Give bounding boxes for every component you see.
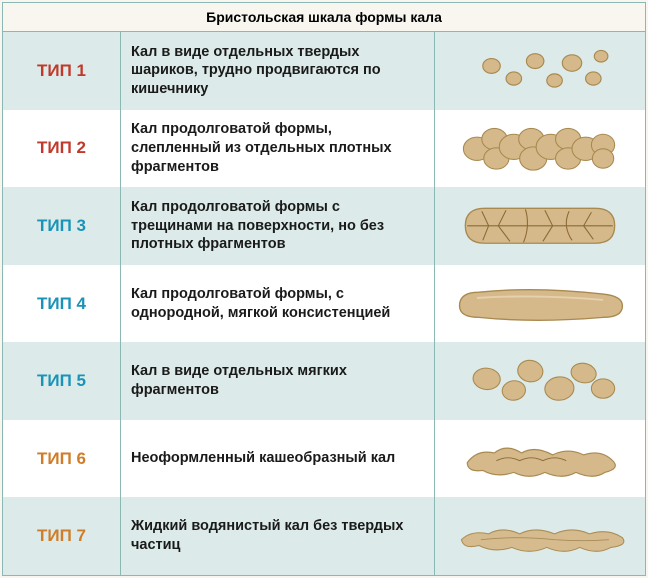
type-row: ТИП 6Неоформленный кашеобразный кал <box>3 420 645 498</box>
type-illustration <box>435 187 645 265</box>
type-illustration <box>435 265 645 343</box>
type-description: Жидкий водянистый кал без твердых частиц <box>121 497 435 575</box>
type-illustration <box>435 497 645 575</box>
type-description: Кал продолговатой формы с трещинами на п… <box>121 187 435 265</box>
chart-title: Бристольская шкала формы кала <box>3 3 645 32</box>
type-description: Кал продолговатой формы, с однородной, м… <box>121 265 435 343</box>
type-label: ТИП 5 <box>3 342 121 420</box>
type-illustration <box>435 110 645 188</box>
type-illustration <box>435 342 645 420</box>
type-illustration <box>435 420 645 498</box>
type-label: ТИП 4 <box>3 265 121 343</box>
type-description: Неоформленный кашеобразный кал <box>121 420 435 498</box>
type-row: ТИП 2Кал продолговатой формы, слепленный… <box>3 110 645 188</box>
type-label: ТИП 7 <box>3 497 121 575</box>
type-row: ТИП 5Кал в виде отдельных мягких фрагмен… <box>3 342 645 420</box>
type-illustration <box>435 32 645 110</box>
type-description: Кал в виде отдельных твердых шариков, тр… <box>121 32 435 110</box>
type-description: Кал продолговатой формы, слепленный из о… <box>121 110 435 188</box>
type-label: ТИП 3 <box>3 187 121 265</box>
type-label: ТИП 1 <box>3 32 121 110</box>
type-label: ТИП 2 <box>3 110 121 188</box>
type-label: ТИП 6 <box>3 420 121 498</box>
type-row: ТИП 3Кал продолговатой формы с трещинами… <box>3 187 645 265</box>
type-description: Кал в виде отдельных мягких фрагментов <box>121 342 435 420</box>
type-row: ТИП 7Жидкий водянистый кал без твердых ч… <box>3 497 645 575</box>
type-row: ТИП 1Кал в виде отдельных твердых шарико… <box>3 32 645 110</box>
type-row: ТИП 4Кал продолговатой формы, с однородн… <box>3 265 645 343</box>
